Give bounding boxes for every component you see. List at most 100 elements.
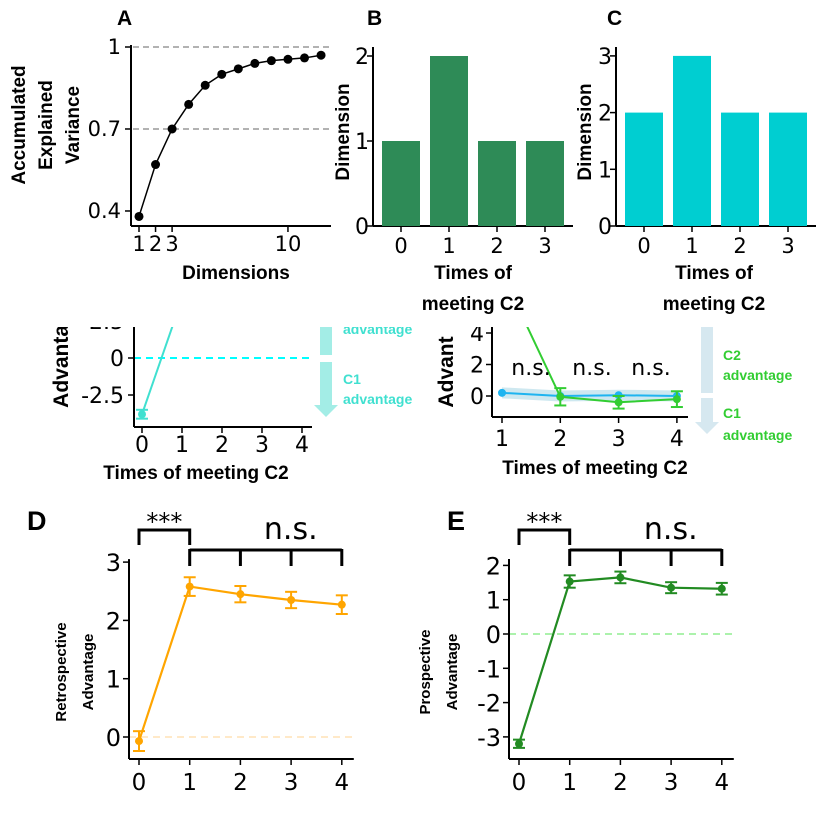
y-axis-label: Advant: [435, 336, 458, 407]
bar: [526, 141, 564, 226]
data-line: [138, 54, 322, 217]
y-tick-label: 2: [470, 354, 484, 379]
data-point-blue: [498, 388, 506, 397]
data-point: [135, 737, 143, 746]
x-tick-label: 2: [613, 770, 628, 796]
x-tick-label: 1: [175, 433, 189, 458]
annotation-label: advantage: [343, 391, 412, 407]
y-tick-label: 2: [106, 607, 121, 635]
x-tick-label: 0: [394, 234, 407, 258]
y-tick-label: -3: [477, 724, 501, 752]
y-tick-label: 0: [355, 215, 369, 240]
x-tick-label: 0: [132, 770, 147, 796]
x-tick-label: 3: [165, 232, 178, 256]
data-point-green: [614, 398, 623, 407]
y-tick-label: 0: [470, 385, 484, 410]
y-tick-label: 0.4: [88, 199, 121, 223]
data-point: [717, 584, 726, 593]
x-axis-label: Times of: [434, 263, 512, 284]
arrow-up-bar: [701, 327, 713, 393]
x-tick-label: 0: [512, 770, 527, 796]
arrow-up-bar: [320, 327, 332, 355]
y-tick-label: 2: [598, 102, 612, 127]
x-axis-label: Times of meeting C2: [502, 458, 687, 479]
significance-label: ***: [146, 508, 182, 536]
panel-d: 0 1 2 3 4 0 1 2 3 *** n.s. Retrospective Advantage: [53, 508, 357, 796]
y-tick-label: 0: [106, 724, 121, 752]
x-tick-label: 1: [562, 770, 577, 796]
panel-label-e: E: [447, 506, 465, 536]
annotation-label: advantage: [723, 427, 792, 443]
data-line: [141, 327, 174, 415]
x-tick-label: 0: [135, 433, 149, 458]
panel-label-a: A: [117, 7, 132, 30]
significance-bracket: [137, 528, 192, 545]
y-axis-label: Explained: [36, 80, 57, 170]
x-tick-label: 3: [284, 770, 299, 796]
y-tick-label: 2.5: [89, 310, 124, 335]
x-tick-label: 2: [733, 234, 746, 258]
panel-label-c: C: [607, 7, 622, 30]
significance-label: n.s.: [631, 356, 670, 381]
y-tick-label: -2: [477, 690, 501, 718]
x-tick-label: 3: [538, 234, 551, 258]
y-axis-label: Advantag: [50, 312, 73, 408]
significance-label: n.s.: [264, 512, 318, 547]
x-tick-label: 1: [442, 234, 455, 258]
data-point: [167, 124, 177, 134]
x-tick-label: 4: [714, 770, 729, 796]
x-tick-label: 1: [182, 770, 197, 796]
data-point: [565, 577, 574, 586]
bar: [721, 112, 759, 226]
annotation-label: C2: [723, 347, 741, 363]
y-tick-label: 1: [108, 35, 121, 59]
y-axis-label: Retrospective: [53, 622, 70, 721]
data-point: [151, 160, 161, 170]
y-tick-label: 0: [598, 215, 612, 240]
data-point: [233, 64, 243, 74]
bar: [625, 112, 663, 226]
annotation-label: advantage: [343, 321, 412, 337]
y-axis-label: Dimension: [333, 83, 354, 180]
significance-label: n.s.: [511, 356, 550, 381]
x-tick-label: 1: [685, 234, 698, 258]
data-point: [134, 211, 144, 221]
data-point: [217, 69, 227, 79]
annotation-label: C1: [723, 405, 741, 421]
annotation-label: C1: [343, 371, 361, 387]
panel-label-b: B: [367, 7, 382, 30]
data-point: [200, 80, 210, 90]
panel-label-d: D: [27, 506, 47, 536]
bar: [769, 112, 807, 226]
x-tick-label: 0: [637, 234, 650, 258]
y-tick-label: 0: [110, 347, 124, 372]
x-axis-label: Dimensions: [182, 263, 290, 284]
x-tick-label: 2: [233, 770, 248, 796]
x-axis-label: Times of: [675, 263, 753, 284]
y-tick-label: 1: [355, 130, 369, 155]
x-axis-label: Times of meeting C2: [103, 463, 288, 484]
data-point: [250, 58, 260, 68]
y-tick-label: 2: [486, 552, 501, 580]
x-tick-label: 3: [664, 770, 679, 796]
data-point: [316, 50, 326, 60]
y-tick-label: 0: [486, 621, 501, 649]
bar: [673, 55, 711, 227]
x-tick-label: 4: [334, 770, 349, 796]
x-tick-label: 2: [553, 427, 567, 452]
y-tick-label: 1: [486, 587, 501, 615]
data-line-green: [526, 327, 677, 404]
y-tick-label: 1: [598, 158, 612, 183]
y-axis-label: Variance: [63, 86, 84, 164]
data-point: [667, 583, 676, 592]
panel-e: 0 1 2 3 4 -3 -2 -1 0 1 2 *** n.s. Prospective Advantag…: [417, 508, 737, 796]
annotation-label: advantage: [723, 367, 792, 383]
x-tick-label: 2: [215, 433, 229, 458]
y-tick-label: 3: [598, 45, 612, 70]
x-axis-label: meeting C2: [422, 294, 524, 315]
data-point-green: [556, 392, 565, 401]
bar: [382, 141, 420, 226]
panel-b: 0 1 2 3 0 1 2 Times of meeting C2 Dimension: [333, 45, 573, 315]
y-axis-label: Advantage: [444, 634, 461, 711]
